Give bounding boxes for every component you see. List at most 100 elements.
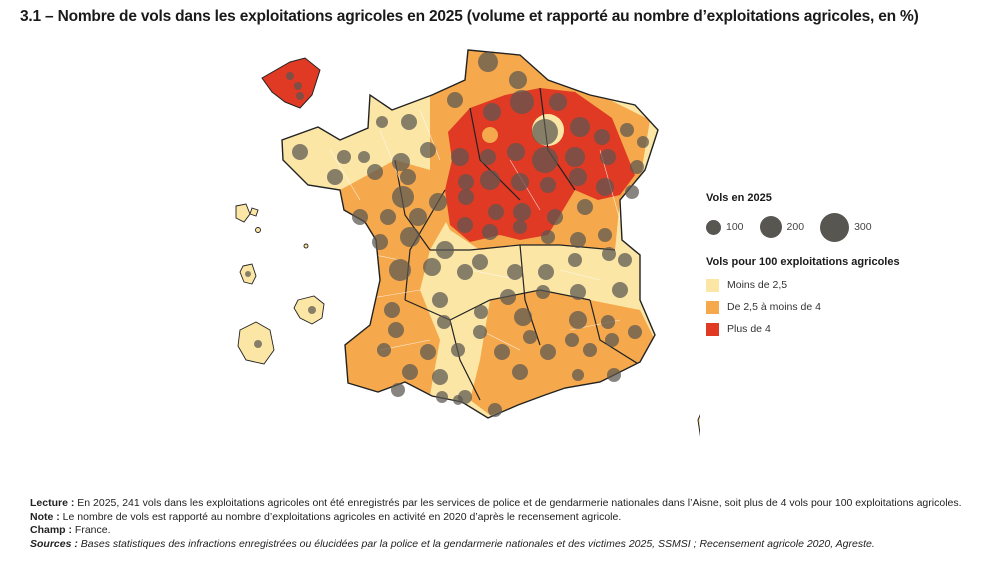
volume-bubble bbox=[388, 322, 404, 338]
volume-bubble bbox=[337, 150, 351, 164]
volume-bubble bbox=[451, 148, 469, 166]
note-lecture-label: Lecture : bbox=[30, 497, 75, 509]
legend-bubble-200 bbox=[759, 216, 782, 238]
volume-bubble bbox=[391, 383, 405, 397]
volume-bubble bbox=[513, 220, 527, 234]
volume-bubble bbox=[352, 209, 368, 225]
volume-bubble bbox=[625, 185, 639, 199]
legend-bubble-100 bbox=[706, 219, 721, 235]
bubble-layer bbox=[245, 52, 649, 417]
legend-cat-label: Moins de 2,5 bbox=[727, 279, 788, 291]
volume-bubble bbox=[509, 71, 527, 89]
volume-bubble bbox=[577, 199, 593, 215]
volume-bubble bbox=[507, 143, 525, 161]
volume-bubble bbox=[570, 117, 590, 137]
volume-bubble bbox=[628, 325, 642, 339]
page-title: 3.1 – Nombre de vols dans les exploitati… bbox=[20, 8, 919, 25]
notes: Lecture : En 2025, 241 vols dans les exp… bbox=[30, 497, 980, 551]
corsica bbox=[697, 414, 700, 437]
note-lecture: Lecture : En 2025, 241 vols dans les exp… bbox=[30, 497, 980, 511]
legend-size-200: 200 bbox=[759, 216, 804, 238]
volume-bubble bbox=[423, 258, 441, 276]
volume-bubble bbox=[245, 271, 251, 277]
volume-bubble bbox=[400, 169, 416, 185]
volume-bubble bbox=[480, 149, 496, 165]
volume-bubble bbox=[432, 369, 448, 385]
volume-bubble bbox=[447, 92, 463, 108]
legend: Vols en 2025 100 200 300 Vols pour 100 e… bbox=[706, 192, 986, 340]
volume-bubble bbox=[401, 114, 417, 130]
legend-swatch-mid bbox=[706, 300, 719, 314]
volume-bubble bbox=[457, 264, 473, 280]
volume-bubble bbox=[569, 311, 587, 329]
volume-bubble bbox=[376, 116, 388, 128]
volume-bubble bbox=[488, 204, 504, 220]
volume-bubble bbox=[327, 169, 343, 185]
volume-bubble bbox=[402, 364, 418, 380]
volume-bubble bbox=[598, 228, 612, 242]
volume-bubble bbox=[480, 170, 500, 190]
volume-bubble bbox=[420, 344, 436, 360]
legend-cat-mid: De 2,5 à moins de 4 bbox=[706, 296, 986, 318]
volume-bubble bbox=[583, 343, 597, 357]
volume-bubble bbox=[482, 224, 498, 240]
volume-bubble bbox=[630, 160, 644, 174]
dept-borders bbox=[394, 87, 641, 401]
volume-bubble bbox=[513, 203, 531, 221]
volume-bubble bbox=[500, 289, 516, 305]
legend-bubble-300 bbox=[820, 212, 850, 242]
volume-bubble bbox=[540, 177, 556, 193]
volume-bubble bbox=[511, 173, 529, 191]
volume-bubble bbox=[392, 186, 414, 208]
volume-bubble bbox=[540, 344, 556, 360]
legend-size-100: 100 bbox=[706, 219, 744, 235]
volume-bubble bbox=[538, 264, 554, 280]
volume-bubble bbox=[565, 333, 579, 347]
legend-swatch-low bbox=[706, 278, 719, 292]
volume-bubble bbox=[600, 149, 616, 165]
volume-bubble bbox=[549, 93, 567, 111]
volume-bubble bbox=[457, 217, 473, 233]
volume-bubble bbox=[541, 230, 555, 244]
legend-size-300: 300 bbox=[820, 212, 872, 242]
volume-bubble bbox=[514, 308, 532, 326]
note-note: Note : Le nombre de vols est rapporté au… bbox=[30, 511, 980, 525]
volume-bubble bbox=[523, 330, 537, 344]
volume-bubble bbox=[620, 123, 634, 137]
note-champ-text: France. bbox=[72, 524, 111, 536]
volume-bubble bbox=[409, 208, 427, 226]
note-note-label: Note : bbox=[30, 510, 60, 523]
volume-bubble bbox=[308, 306, 316, 314]
volume-bubble bbox=[507, 264, 523, 280]
volume-bubble bbox=[451, 343, 465, 357]
overseas-red-shape bbox=[261, 57, 321, 109]
volume-bubble bbox=[473, 325, 487, 339]
volume-bubble bbox=[429, 193, 447, 211]
volume-bubble bbox=[437, 315, 451, 329]
volume-bubble bbox=[568, 253, 582, 267]
volume-bubble bbox=[478, 52, 498, 72]
volume-bubble bbox=[536, 285, 550, 299]
note-sources: Sources : Bases statistiques des infract… bbox=[30, 538, 980, 552]
volume-bubble bbox=[436, 391, 448, 403]
legend-size-title: Vols en 2025 bbox=[706, 192, 772, 204]
volume-bubble bbox=[510, 90, 534, 114]
legend-size-label: 100 bbox=[726, 221, 744, 233]
volume-bubble bbox=[565, 147, 585, 167]
france-map bbox=[235, 49, 700, 437]
volume-bubble bbox=[572, 369, 584, 381]
volume-bubble bbox=[612, 282, 628, 298]
note-champ-label: Champ : bbox=[30, 524, 72, 536]
volume-bubble bbox=[453, 395, 463, 405]
volume-bubble bbox=[637, 136, 649, 148]
volume-bubble bbox=[570, 284, 586, 300]
volume-bubble bbox=[488, 403, 502, 417]
volume-bubble bbox=[596, 178, 614, 196]
volume-bubble bbox=[605, 333, 619, 347]
volume-bubble bbox=[458, 174, 474, 190]
legend-cat-label: Plus de 4 bbox=[727, 323, 771, 335]
volume-bubble bbox=[380, 209, 396, 225]
volume-bubble bbox=[594, 129, 610, 145]
volume-bubble bbox=[601, 315, 615, 329]
volume-bubble bbox=[377, 343, 391, 357]
